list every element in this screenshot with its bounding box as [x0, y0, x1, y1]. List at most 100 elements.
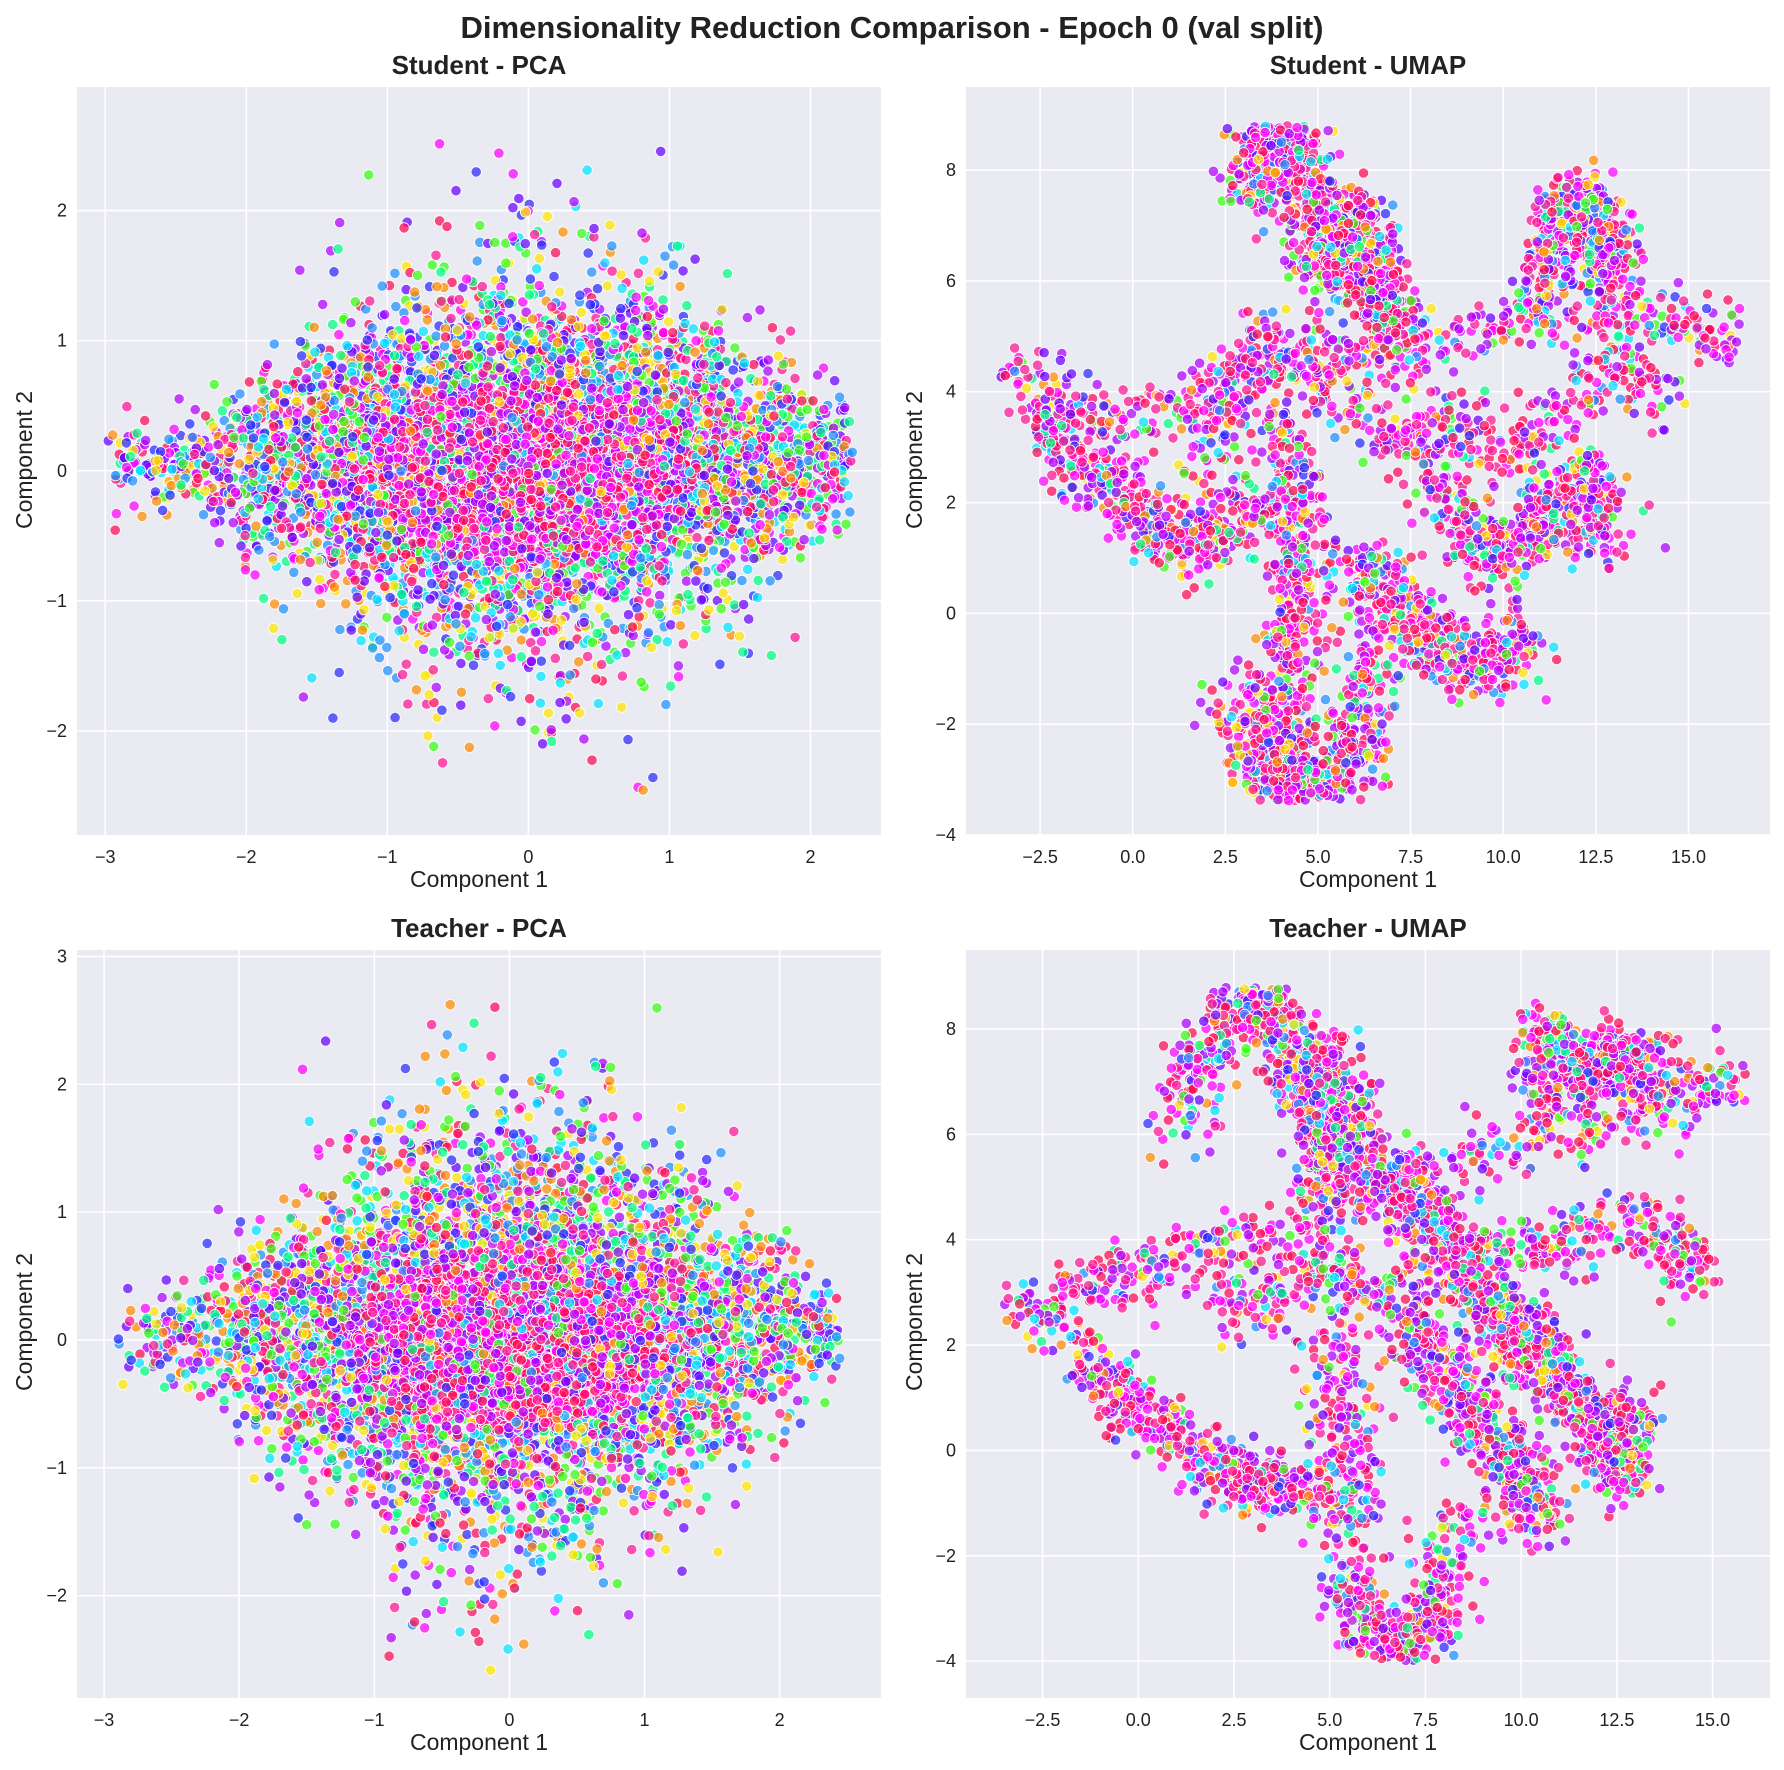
scatter-point — [351, 591, 363, 603]
y-axis-label: Component 2 — [11, 391, 37, 529]
scatter-point — [515, 634, 527, 646]
scatter-point — [371, 593, 383, 606]
x-tick-label: −3 — [95, 847, 116, 867]
scatter-point — [189, 403, 201, 416]
scatter-point — [455, 657, 467, 670]
scatter-point — [120, 437, 133, 449]
scatter-point — [436, 704, 448, 716]
scatter-point — [743, 613, 755, 625]
y-tick-label: 2 — [57, 201, 67, 221]
scatter-point — [622, 609, 635, 621]
scatter-point — [428, 646, 440, 658]
scatter-point — [615, 701, 628, 713]
scatter-point — [677, 638, 689, 650]
scatter-point — [586, 754, 598, 766]
scatter-point — [535, 655, 547, 667]
scatter-point — [376, 280, 388, 292]
scatter-point — [422, 730, 434, 742]
subplot-student-umap: Student - UMAP Component 1 Component 2 — [901, 50, 1466, 892]
scatter-point — [515, 715, 527, 727]
scatter-point — [681, 549, 694, 561]
scatter-point — [663, 316, 675, 328]
scatter-point — [276, 500, 289, 512]
scatter-point — [417, 643, 430, 655]
scatter-point — [409, 286, 421, 298]
scatter-points — [102, 138, 858, 796]
scatter-point — [557, 226, 569, 238]
scatter-point — [677, 265, 689, 277]
y-tick-label: 1 — [57, 331, 67, 351]
scatter-point — [213, 537, 225, 549]
scatter-point — [128, 500, 140, 512]
scatter-point — [831, 524, 843, 536]
scatter-point — [843, 416, 855, 428]
scatter-point — [197, 509, 210, 521]
scatter-point — [396, 669, 409, 681]
scatter-point — [524, 273, 537, 285]
scatter-point — [764, 575, 776, 587]
scatter-point — [635, 676, 647, 688]
scatter-point — [326, 318, 339, 331]
scatter-point — [294, 521, 307, 533]
scatter-point — [689, 253, 701, 265]
scatter-point — [593, 602, 605, 614]
scatter-point — [535, 670, 547, 683]
scatter-point — [766, 322, 779, 334]
y-axis-label: Component 2 — [901, 391, 927, 529]
scatter-point — [606, 240, 618, 252]
scatter-point — [494, 659, 506, 672]
scatter-point — [328, 266, 340, 278]
x-axis-label: Component 1 — [410, 866, 548, 892]
scatter-point — [379, 337, 391, 349]
scatter-point — [315, 597, 327, 610]
scatter-point — [534, 697, 547, 709]
scatter-point — [667, 259, 680, 271]
scatter-point — [691, 531, 703, 544]
scatter-point — [391, 362, 403, 375]
scatter-point — [551, 177, 563, 189]
scatter-point — [830, 508, 842, 520]
scatter-point — [327, 712, 339, 724]
scatter-point — [703, 534, 715, 547]
y-tick-label: −1 — [46, 591, 67, 611]
scatter-point — [400, 658, 412, 670]
scatter-point — [654, 589, 666, 602]
scatter-point — [173, 393, 185, 405]
scatter-point — [575, 306, 588, 318]
scatter-point — [336, 362, 348, 374]
scatter-point — [445, 312, 457, 324]
scatter-point — [297, 691, 309, 703]
subplot-title: Student - UMAP — [1270, 50, 1466, 80]
scatter-point — [235, 540, 247, 552]
x-axis-label: Component 1 — [410, 1729, 548, 1755]
scatter-point — [469, 612, 482, 624]
scatter-point — [227, 517, 239, 529]
scatter-point — [493, 147, 505, 159]
scatter-point — [574, 289, 586, 301]
scatter-point — [601, 280, 614, 292]
scatter-point — [638, 254, 650, 266]
scatter-point — [207, 495, 219, 508]
scatter-point — [717, 587, 729, 599]
scatter-point — [482, 692, 494, 705]
scatter-point — [657, 294, 669, 306]
scatter-point — [110, 508, 123, 520]
scatter-point — [581, 650, 594, 663]
scatter-point — [334, 217, 346, 229]
scatter-point — [798, 534, 810, 546]
scatter-point — [524, 693, 536, 705]
scatter-point — [333, 533, 345, 546]
scatter-point — [659, 250, 671, 262]
scatter-point — [410, 684, 422, 696]
scatter-point — [243, 376, 255, 388]
scatter-point — [483, 631, 495, 644]
scatter-point — [661, 636, 674, 648]
scatter-point — [796, 486, 808, 498]
scatter-point — [349, 296, 361, 308]
x-tick-label: 0 — [523, 847, 533, 867]
scatter-point — [680, 575, 693, 587]
scatter-point — [751, 591, 764, 604]
scatter-point — [455, 699, 467, 711]
